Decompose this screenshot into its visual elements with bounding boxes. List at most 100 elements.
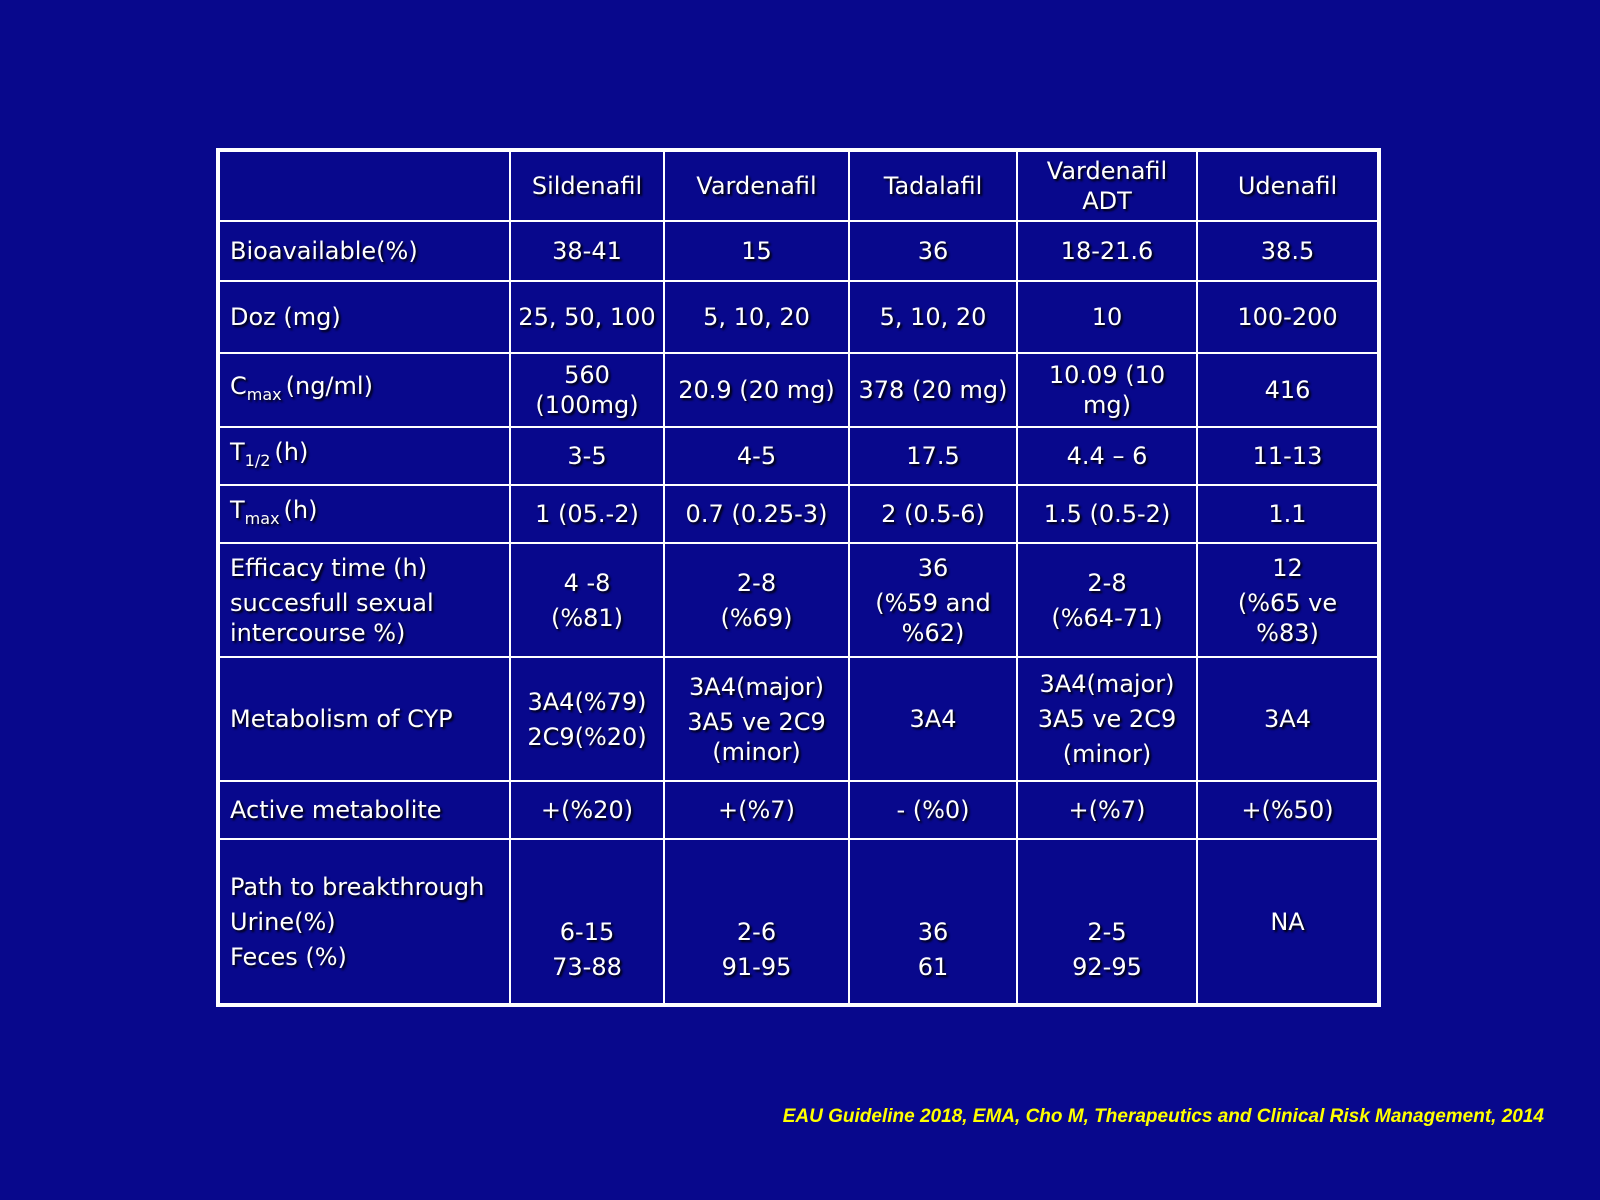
data-cell: 12 (%65 ve %83) (1196, 542, 1380, 658)
cell-line: 61 (917, 953, 949, 981)
data-cell: 4 -8 (%81) (509, 542, 665, 658)
cell-line: - (%0) (896, 796, 970, 824)
data-cell: 20.9 (20 mg) (663, 352, 850, 428)
data-cell: 2 (0.5-6) (848, 484, 1018, 544)
cell-line: 2 (0.5-6) (881, 500, 985, 528)
cell-line: 12 (1272, 553, 1303, 582)
cell-line: 2-6 (736, 918, 777, 946)
cell-line: Urine(%) (230, 907, 336, 936)
cell-line: +(%7) (718, 796, 795, 824)
cell-line: 100-200 (1237, 303, 1338, 331)
data-cell: 10.09 (10 mg) (1016, 352, 1198, 428)
cell-line: 0.7 (0.25-3) (685, 500, 828, 528)
table-row: Efficacy time (h) succesfull sexual inter… (217, 542, 1380, 658)
data-cell: 5, 10, 20 (848, 280, 1018, 354)
cell-line: Cmax (ng/ml) (230, 371, 503, 410)
label-base: T (230, 495, 245, 524)
column-header: Sildenafil (509, 149, 665, 222)
cell-line: NA (1270, 907, 1305, 936)
data-cell: 416 (1196, 352, 1380, 428)
table-row: Active metabolite +(%20) +(%7) - (%0) +(%7) +… (217, 780, 1380, 840)
data-cell: 3A4 (848, 656, 1018, 782)
cell-line: 36 (917, 918, 949, 946)
data-cell: NA (1196, 838, 1380, 1006)
data-cell: 10 (1016, 280, 1198, 354)
data-cell: 36 (848, 220, 1018, 282)
cell-line: Active metabolite (230, 796, 442, 824)
cell-line: (%69) (720, 603, 793, 632)
cell-line: 1 (05.-2) (535, 500, 639, 528)
data-cell: 3A4(major) 3A5 ve 2C9 (minor) (663, 656, 850, 782)
cell-line: 3A4(%79) (527, 687, 647, 716)
label-subscript: max (246, 384, 282, 404)
data-cell: 5, 10, 20 (663, 280, 850, 354)
cell-line: Tmax (h) (230, 495, 503, 534)
data-cell: 2-8 (%64-71) (1016, 542, 1198, 658)
cell-line: 1.1 (1268, 500, 1307, 528)
data-cell: 2-5 92-95 (1016, 838, 1198, 1006)
cell-line: 2C9(%20) (527, 722, 647, 751)
cell-line: +(%20) (540, 796, 634, 824)
column-header: Vardenafil (663, 149, 850, 222)
data-cell: 36 (%59 and %62) (848, 542, 1018, 658)
label-subscript: 1/2 (244, 450, 271, 470)
row-label: Path to breakthrough Urine(%) Feces (%) (217, 838, 511, 1006)
cell-line: 3A4 (1264, 705, 1311, 733)
cell-line: 6-15 (559, 918, 615, 946)
row-label: Cmax (ng/ml) (217, 352, 511, 428)
citation: EAU Guideline 2018, EMA, Cho M, Therapeu… (782, 1106, 1544, 1127)
cell-line: 4 -8 (563, 568, 611, 597)
data-cell: 36 61 (848, 838, 1018, 1006)
data-cell: 3A4(%79) 2C9(%20) (509, 656, 665, 782)
label-base: C (230, 371, 247, 400)
cell-line: 18-21.6 (1060, 237, 1154, 265)
label-base: T (230, 437, 245, 466)
cell-line: Doz (mg) (230, 303, 341, 331)
cell-line: Feces (%) (230, 942, 347, 971)
data-cell: 2-6 91-95 (663, 838, 850, 1006)
cell-line: Metabolism of CYP (230, 705, 453, 733)
cell-line: 10.09 (10 mg) (1048, 361, 1166, 419)
column-header: Vardenafil ADT (1016, 149, 1198, 222)
label-subscript: max (244, 508, 280, 528)
cell-line: +(%50) (1241, 796, 1334, 824)
cell-line: 3A4(major) (1039, 670, 1175, 698)
cell-line: (%64-71) (1051, 603, 1163, 632)
cell-line: succesfull sexual intercourse %) (230, 588, 434, 647)
cell-line: (%59 and %62) (875, 588, 991, 647)
data-cell: 3-5 (509, 426, 665, 486)
cell-line: Efficacy time (h) (230, 553, 428, 582)
cell-line: Path to breakthrough (230, 872, 485, 901)
data-cell: 25, 50, 100 (509, 280, 665, 354)
cell-line: 25, 50, 100 (518, 303, 656, 331)
cell-line: (minor) (1062, 740, 1152, 768)
data-cell: 1.5 (0.5-2) (1016, 484, 1198, 544)
table-row: Cmax (ng/ml) 560 (100mg) 20.9 (20 mg) 378 (2… (217, 352, 1380, 428)
data-cell: 0.7 (0.25-3) (663, 484, 850, 544)
label-unit: (ng/ml) (285, 371, 373, 400)
cell-line: 3A5 ve 2C9 (minor) (687, 707, 826, 766)
data-cell: 560 (100mg) (509, 352, 665, 428)
data-cell: 17.5 (848, 426, 1018, 486)
data-cell: 3A4(major) 3A5 ve 2C9 (minor) (1016, 656, 1198, 782)
cell-line: +(%7) (1068, 796, 1146, 824)
cell-line: 11-13 (1252, 442, 1323, 470)
data-cell: 2-8 (%69) (663, 542, 850, 658)
cell-line: 560 (100mg) (535, 361, 639, 419)
cell-line: 5, 10, 20 (703, 303, 810, 331)
table-row: Bioavailable(%) 38-41 15 36 18-21.6 38.5 (217, 220, 1380, 282)
data-cell: 1 (05.-2) (509, 484, 665, 544)
row-label: Doz (mg) (217, 280, 511, 354)
column-header: Tadalafil (848, 149, 1018, 222)
cell-line: 416 (1264, 376, 1311, 404)
cell-line: 5, 10, 20 (879, 303, 987, 331)
data-cell: 18-21.6 (1016, 220, 1198, 282)
row-label: Efficacy time (h) succesfull sexual inter… (217, 542, 511, 658)
cell-line: 4-5 (736, 442, 777, 470)
data-cell: 100-200 (1196, 280, 1380, 354)
row-label: Active metabolite (217, 780, 511, 840)
row-label: T1/2 (h) (217, 426, 511, 486)
cell-line: 38-41 (552, 237, 622, 265)
corner-cell (217, 149, 511, 222)
